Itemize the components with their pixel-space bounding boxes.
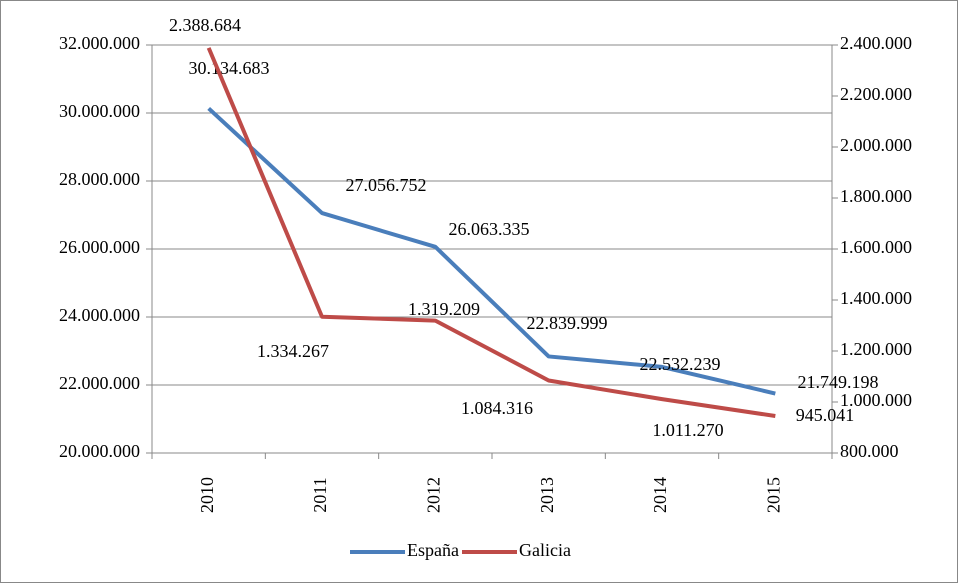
y2-tick-label: 1.800.000	[840, 186, 912, 206]
data-label: 1.084.316	[461, 398, 533, 418]
data-label: 22.839.999	[527, 313, 608, 333]
y2-tick-label: 2.000.000	[840, 135, 912, 155]
y2-tick-label: 2.200.000	[840, 84, 912, 104]
y-tick-label: 26.000.000	[59, 237, 140, 257]
y2-tick-label: 2.400.000	[840, 33, 912, 53]
y2-tick-label: 1.200.000	[840, 339, 912, 359]
y2-tick-label: 1.000.000	[840, 390, 912, 410]
data-label: 22.532.239	[640, 354, 721, 374]
y-tick-label: 24.000.000	[59, 305, 140, 325]
x-tick-label: 2013	[537, 477, 557, 513]
x-tick-label: 2015	[763, 477, 783, 513]
data-label: 27.056.752	[346, 175, 427, 195]
x-tick-label: 2010	[197, 477, 217, 513]
y2-tick-label: 1.400.000	[840, 288, 912, 308]
x-tick-label: 2011	[310, 477, 330, 512]
y2-tick-label: 1.600.000	[840, 237, 912, 257]
data-label: 2.388.684	[169, 15, 241, 35]
data-label: 945.041	[796, 405, 855, 425]
x-tick-label: 2014	[650, 477, 670, 513]
data-label: 1.011.270	[652, 420, 723, 440]
x-tick-label: 2012	[423, 477, 443, 513]
series-line	[207, 106, 776, 396]
data-label: 26.063.335	[449, 219, 530, 239]
y-tick-label: 32.000.000	[59, 33, 140, 53]
legend-label: Galicia	[519, 540, 571, 560]
y2-tick-label: 800.000	[840, 441, 899, 461]
data-label: 21.749.198	[798, 372, 879, 392]
data-label: 1.319.209	[408, 299, 480, 319]
legend-label: España	[407, 540, 459, 560]
series-line	[206, 47, 776, 418]
y-tick-label: 20.000.000	[59, 441, 140, 461]
y-tick-label: 22.000.000	[59, 373, 140, 393]
data-label: 30.134.683	[189, 58, 270, 78]
data-label: 1.334.267	[257, 341, 329, 361]
y-tick-label: 30.000.000	[59, 101, 140, 121]
y-tick-label: 28.000.000	[59, 169, 140, 189]
